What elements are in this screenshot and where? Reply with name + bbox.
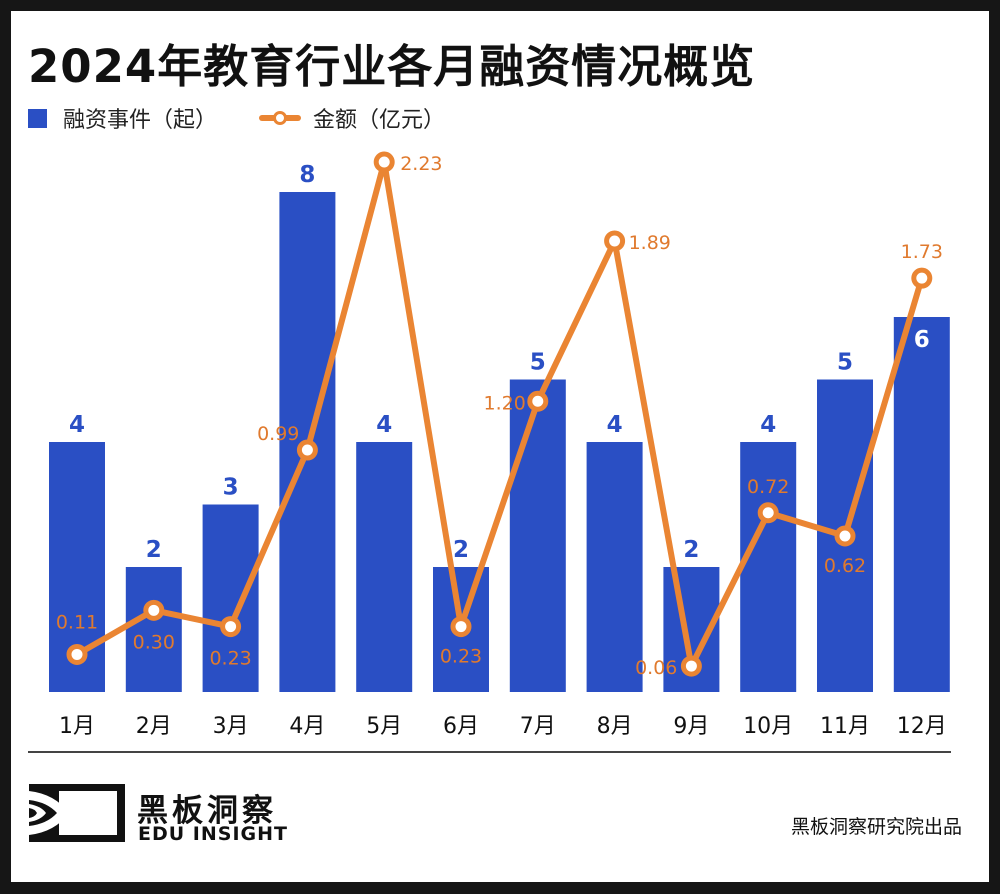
x-tick-label: 6月: [443, 714, 479, 739]
bar-series: [49, 192, 950, 692]
brand-name-cn: 黑板洞察: [137, 793, 277, 829]
line-value-label: 0.23: [209, 648, 251, 670]
line-point-12: [911, 267, 933, 289]
x-tick-label: 10月: [743, 714, 793, 739]
line-point-4: [296, 439, 318, 461]
x-tick-label: 9月: [673, 714, 709, 739]
legend-line-label: 金额（亿元）: [313, 108, 446, 133]
bar-12: [893, 317, 950, 692]
line-value-label: 0.62: [824, 555, 866, 577]
edu-insight-logo-icon: [29, 784, 125, 842]
x-tick-label: 5月: [366, 714, 402, 739]
x-tick-label: 12月: [897, 714, 947, 739]
x-tick-label: 3月: [213, 714, 249, 739]
bar-8: [586, 442, 643, 692]
line-value-labels: 0.11 0.30 0.23 0.99 2.23 0.23 1.20 1.89 0.06 0.72…: [56, 153, 943, 679]
legend-bar-label: 融资事件（起）: [63, 108, 218, 133]
brand-name-en: EDU INSIGHT: [138, 823, 288, 845]
line-value-label: 0.06: [635, 657, 677, 679]
bar-value-label: 8: [299, 162, 315, 188]
bar-value-label: 2: [683, 537, 699, 563]
line-value-label: 0.23: [440, 646, 482, 668]
bar-3: [202, 504, 259, 692]
x-tick-label: 4月: [289, 714, 325, 739]
bar-2: [125, 567, 182, 692]
bar-5: [356, 442, 413, 692]
line-value-label: 0.30: [133, 631, 175, 653]
line-point-2: [143, 599, 165, 621]
amount-line: [75, 159, 925, 670]
legend-line-swatch: [259, 108, 302, 128]
legend: 融资事件（起） 金额（亿元）: [28, 102, 445, 134]
x-axis-labels: 1月 2月 3月 4月 5月 6月 7月 8月 9月 10月 11月 12月: [59, 714, 947, 739]
line-value-label: 1.89: [629, 232, 671, 254]
line-value-label: 0.11: [56, 611, 98, 633]
line-point-11: [834, 525, 856, 547]
line-point-8: [604, 230, 626, 252]
bar-value-label: 6: [914, 327, 930, 353]
x-tick-label: 7月: [520, 714, 556, 739]
bar-value-label: 4: [376, 412, 392, 438]
line-series: [66, 151, 933, 677]
line-point-7: [527, 390, 549, 412]
line-point-1: [66, 643, 88, 665]
x-tick-label: 11月: [820, 714, 870, 739]
legend-bar-swatch: [28, 108, 47, 128]
x-tick-label: 2月: [136, 714, 172, 739]
bar-10: [740, 442, 797, 692]
line-point-6: [450, 616, 472, 638]
bar-value-label: 3: [223, 475, 239, 501]
bar-value-label: 4: [760, 412, 776, 438]
chart-title: 2024年教育行业各月融资情况概览: [28, 40, 756, 93]
x-tick-label: 1月: [59, 714, 95, 739]
bar-value-label: 4: [607, 412, 623, 438]
bar-value-label: 5: [530, 350, 546, 376]
footer-divider: [28, 751, 951, 753]
line-point-3: [220, 616, 242, 638]
line-point-10: [757, 502, 779, 524]
x-tick-label: 8月: [597, 714, 633, 739]
bar-value-labels: 4 2 3 8 4 2 5 4 2 4 5 6: [69, 162, 930, 563]
line-value-label: 1.20: [483, 392, 525, 414]
bar-value-label: 4: [69, 412, 85, 438]
line-value-label: 1.73: [901, 241, 943, 263]
line-value-label: 0.72: [747, 476, 789, 498]
credit-text: 黑板洞察研究院出品: [790, 816, 962, 838]
bar-value-label: 2: [146, 537, 162, 563]
bar-value-label: 2: [453, 537, 469, 563]
line-value-label: 2.23: [400, 153, 442, 175]
line-point-9: [680, 655, 702, 677]
line-point-5: [373, 151, 395, 173]
bar-7: [509, 379, 566, 692]
line-value-label: 0.99: [257, 423, 299, 445]
bar-value-label: 5: [837, 350, 853, 376]
